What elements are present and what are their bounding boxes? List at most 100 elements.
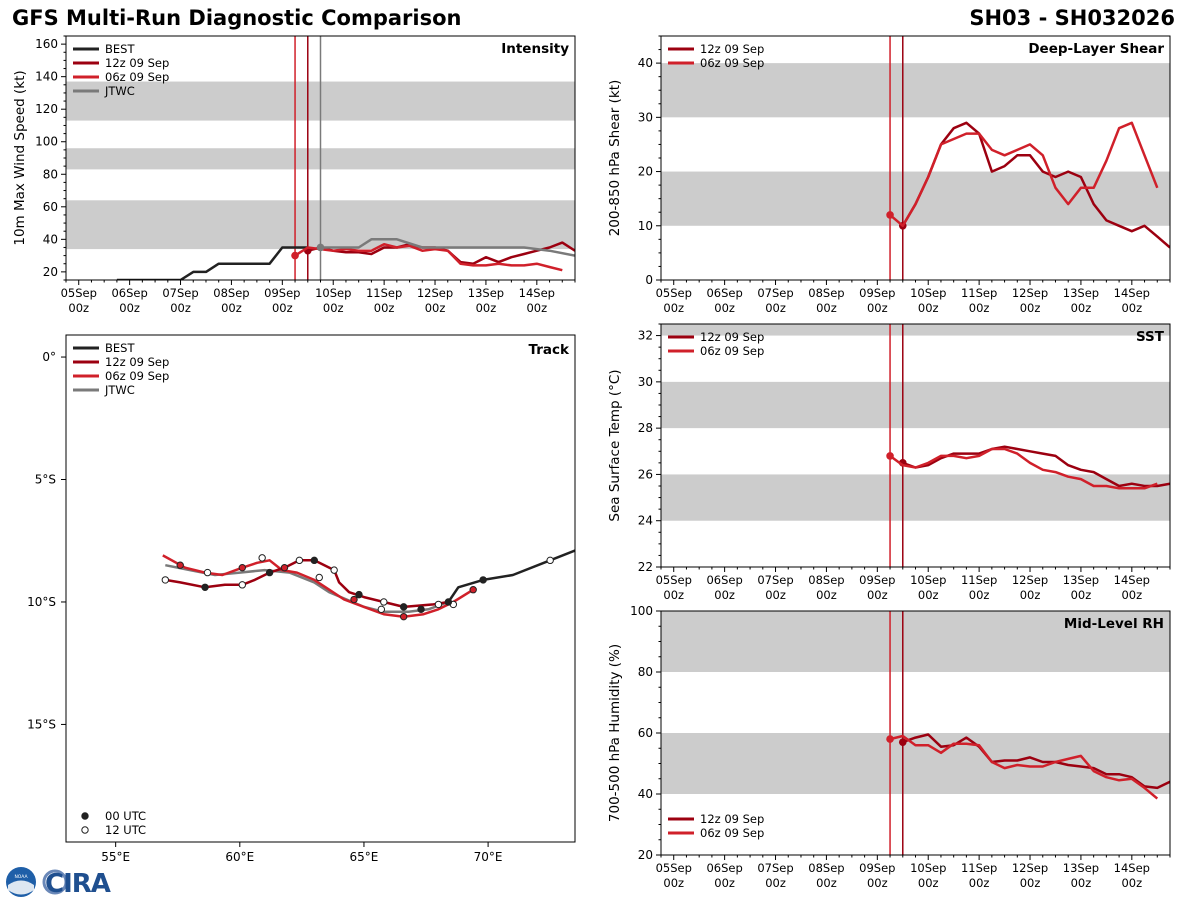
- legend-label: JTWC: [104, 84, 135, 98]
- x-tick-label-date: 10Sep: [315, 286, 351, 300]
- x-tick-label-date: 13Sep: [1063, 573, 1099, 587]
- y-tick-label: 10°S: [27, 595, 56, 609]
- x-tick-label-hour: 00z: [867, 876, 888, 890]
- y-tick-label: 100: [35, 135, 58, 149]
- x-tick-label-date: 05Sep: [656, 861, 692, 875]
- intensity-panel: 05Sep00z06Sep00z07Sep00z08Sep00z09Sep00z…: [12, 35, 576, 315]
- x-tick-label-hour: 00z: [323, 301, 344, 315]
- panel-title: Mid-Level RH: [1064, 616, 1164, 632]
- marker-legend-label: 12 UTC: [105, 823, 146, 837]
- y-tick-label: 80: [43, 167, 58, 181]
- legend-label: 06z 09 Sep: [105, 70, 169, 84]
- legend-label: 12z 09 Sep: [700, 812, 764, 826]
- x-tick-label-hour: 00z: [221, 301, 242, 315]
- y-axis-label: Sea Surface Temp (°C): [607, 369, 623, 521]
- y-tick-label: 22: [638, 560, 653, 574]
- track-point-12utc: [258, 554, 266, 562]
- track-line-run06: [162, 554, 474, 618]
- sst-frame: [660, 323, 1171, 568]
- x-tick-label-date: 10Sep: [910, 861, 946, 875]
- y-tick-label: 20: [638, 848, 653, 862]
- panel-title: Deep-Layer Shear: [1028, 41, 1164, 57]
- x-tick-label-hour: 00z: [918, 301, 939, 315]
- track-point-00utc: [399, 603, 408, 611]
- y-tick-label: 32: [638, 329, 653, 343]
- track-panel: 55°E 60°E 65°E 70°E0°5°S10°S15°STrackBEST12…: [27, 334, 576, 864]
- x-tick-label-hour: 00z: [816, 301, 837, 315]
- x-tick-label-hour: 00z: [170, 301, 191, 315]
- x-tick-label-hour: 00z: [714, 588, 735, 602]
- track-point-12utc: [203, 568, 212, 577]
- sst-panel: 05Sep00z06Sep00z07Sep00z08Sep00z09Sep00z…: [607, 323, 1171, 602]
- series-line-run06: [889, 734, 1159, 800]
- y-tick-label: 28: [638, 421, 653, 435]
- legend-label: BEST: [105, 341, 135, 355]
- x-tick-label-date: 05Sep: [656, 573, 692, 587]
- x-tick-label-hour: 00z: [68, 301, 89, 315]
- y-tick-label: 100: [630, 604, 653, 618]
- track-point-12utc: [161, 576, 170, 584]
- track-point-00utc: [469, 586, 477, 594]
- rh-panel: 05Sep00z06Sep00z07Sep00z08Sep00z09Sep00z…: [607, 604, 1171, 890]
- y-tick-label: 80: [638, 665, 653, 679]
- x-tick-label-hour: 00z: [816, 876, 837, 890]
- start-marker-run06: [291, 251, 299, 260]
- y-tick-label: 40: [638, 787, 653, 801]
- x-tick-label-date: 07Sep: [757, 573, 793, 587]
- storm-id-title: SH03 - SH032026: [969, 6, 1175, 30]
- x-tick-label-hour: 00z: [969, 876, 990, 890]
- y-axis-label: 200-850 hPa Shear (kt): [607, 80, 623, 237]
- x-tick-label-hour: 00z: [119, 301, 140, 315]
- y-tick-label: 20: [638, 165, 653, 179]
- x-tick-label-date: 08Sep: [213, 286, 249, 300]
- x-tick-label: 70°E: [474, 850, 503, 864]
- x-tick-label-date: 05Sep: [656, 286, 692, 300]
- x-tick-label-date: 08Sep: [808, 286, 844, 300]
- x-tick-label-date: 05Sep: [61, 286, 97, 300]
- track-point-00utc: [444, 598, 453, 606]
- x-tick-label-date: 08Sep: [808, 573, 844, 587]
- legend-label: 06z 09 Sep: [700, 826, 764, 840]
- noaa-logo-text: NOAA: [14, 874, 28, 880]
- x-tick-label-hour: 00z: [1020, 301, 1041, 315]
- track-frame: [65, 334, 576, 843]
- marker-legend-swatch: [81, 826, 89, 834]
- y-tick-label: 5°S: [35, 473, 56, 487]
- x-tick-label-date: 13Sep: [1063, 861, 1099, 875]
- start-marker-run06: [886, 211, 894, 219]
- x-tick-label-date: 12Sep: [1012, 573, 1048, 587]
- track-point-00utc: [176, 561, 184, 569]
- shear-plot-area: [661, 36, 1170, 280]
- y-tick-label: 0: [645, 273, 653, 287]
- x-tick-label-date: 13Sep: [468, 286, 504, 300]
- start-marker-run12: [898, 738, 907, 746]
- y-tick-label: 24: [638, 514, 653, 528]
- track-point-00utc: [280, 563, 289, 572]
- panel-title: Intensity: [501, 41, 569, 57]
- x-tick-label-hour: 00z: [663, 301, 684, 315]
- x-tick-label: 60°E: [225, 850, 254, 864]
- track-point-00utc: [265, 568, 274, 577]
- x-tick-label-hour: 00z: [272, 301, 293, 315]
- x-tick-label-hour: 00z: [867, 301, 888, 315]
- shaded-band: [661, 611, 1170, 672]
- x-tick-label: 65°E: [350, 850, 379, 864]
- x-tick-label-date: 09Sep: [859, 286, 895, 300]
- intensity-plot-area: [66, 36, 575, 280]
- y-tick-label: 0°: [42, 350, 56, 364]
- x-tick-label-date: 13Sep: [1063, 286, 1099, 300]
- x-tick-label-date: 14Sep: [1114, 286, 1150, 300]
- x-tick-label-date: 07Sep: [757, 286, 793, 300]
- cira-logo-text: CIRA: [45, 869, 111, 898]
- series-line-best: [116, 246, 308, 280]
- y-tick-label: 140: [35, 70, 58, 84]
- shaded-band: [661, 474, 1170, 521]
- x-tick-label-hour: 00z: [425, 301, 446, 315]
- legend-label: 06z 09 Sep: [700, 56, 764, 70]
- track-point-12utc: [238, 581, 246, 589]
- legend-label: BEST: [105, 42, 135, 56]
- y-tick-label: 20: [43, 265, 58, 279]
- track-line-run12: [165, 559, 449, 609]
- x-tick-label-hour: 00z: [1071, 588, 1092, 602]
- x-tick-label-hour: 00z: [918, 876, 939, 890]
